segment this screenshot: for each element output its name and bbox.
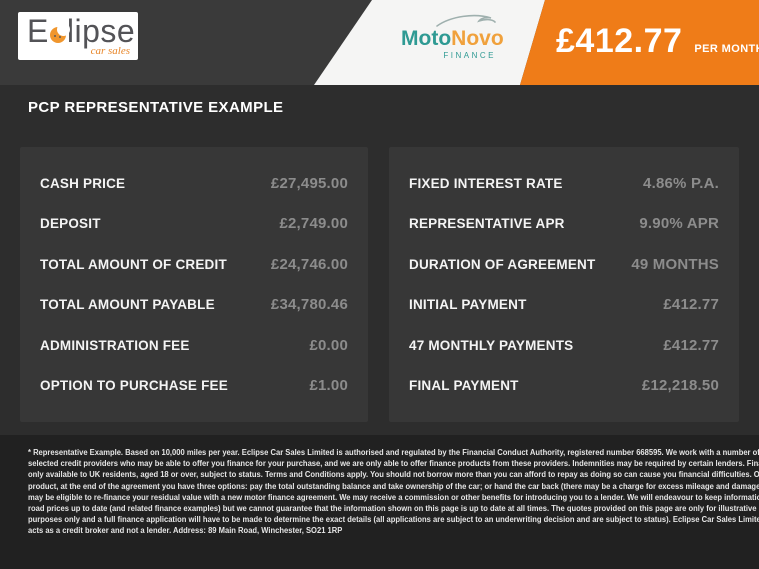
table-row: REPRESENTATIVE APR 9.90% APR xyxy=(409,215,719,232)
page-title: PCP REPRESENTATIVE EXAMPLE xyxy=(28,99,284,116)
motonovo-wordmark: MotoNovo xyxy=(401,27,504,50)
row-label: OPTION TO PURCHASE FEE xyxy=(40,378,228,394)
eclipse-tagline: car sales xyxy=(90,45,130,57)
disclaimer-line: selected credit providers who may be abl… xyxy=(28,459,759,469)
table-row: ADMINISTRATION FEE £0.00 xyxy=(40,337,348,354)
row-value: £2,749.00 xyxy=(279,215,348,233)
disclaimer-footer: * Representative Example. Based on 10,00… xyxy=(0,435,759,569)
row-label: INITIAL PAYMENT xyxy=(409,297,527,313)
row-label: ADMINISTRATION FEE xyxy=(40,337,190,353)
row-value: 49 MONTHS xyxy=(631,255,719,273)
row-label: DEPOSIT xyxy=(40,216,101,232)
disclaimer-line: may be eligible to re-finance your resid… xyxy=(28,492,759,502)
monthly-price-amount: £412.77 xyxy=(556,22,683,60)
motonovo-car-swoosh-icon xyxy=(436,14,496,27)
eclipse-moon-icon xyxy=(49,23,70,43)
motonovo-moto-text: Moto xyxy=(401,27,452,50)
table-row: 47 MONTHLY PAYMENTS £412.77 xyxy=(409,337,719,354)
table-row: TOTAL AMOUNT OF CREDIT £24,746.00 xyxy=(40,256,348,273)
eclipse-logo-suffix: lipse xyxy=(66,13,136,49)
header-banner: E lipse car sales MotoNovo FINANCE £412.… xyxy=(0,0,759,85)
table-row: DURATION OF AGREEMENT 49 MONTHS xyxy=(409,256,719,273)
row-label: TOTAL AMOUNT OF CREDIT xyxy=(40,256,227,272)
row-value: £34,780.46 xyxy=(270,296,348,314)
monthly-price-suffix: PER MONTH* xyxy=(694,43,759,55)
row-label: CASH PRICE xyxy=(40,175,126,191)
row-value: 4.86% P.A. xyxy=(643,174,719,192)
finance-table-left: CASH PRICE £27,495.00 DEPOSIT £2,749.00 … xyxy=(20,147,368,422)
eclipse-logo: E lipse car sales xyxy=(18,12,138,60)
motonovo-logo: MotoNovo FINANCE xyxy=(401,13,504,60)
disclaimer-text: * Representative Example. Based on 10,00… xyxy=(28,447,759,537)
disclaimer-line: road prices up to date (and related fina… xyxy=(28,504,757,514)
table-row: FINAL PAYMENT £12,218.50 xyxy=(409,377,719,394)
disclaimer-line: purposes only and a full finance applica… xyxy=(28,515,759,525)
row-value: £27,495.00 xyxy=(270,174,348,192)
row-label: 47 MONTHLY PAYMENTS xyxy=(409,337,574,353)
finance-table-right: FIXED INTEREST RATE 4.86% P.A. REPRESENT… xyxy=(389,147,739,422)
row-value: 9.90% APR xyxy=(639,215,719,233)
row-value: £12,218.50 xyxy=(641,377,719,395)
row-label: FINAL PAYMENT xyxy=(409,378,519,394)
disclaimer-line: acts as a credit broker and not a lender… xyxy=(28,526,343,536)
table-row: OPTION TO PURCHASE FEE £1.00 xyxy=(40,377,348,394)
row-value: £412.77 xyxy=(663,296,719,314)
motonovo-novo-text: Novo xyxy=(451,27,504,50)
row-value: £0.00 xyxy=(309,336,348,354)
row-value: £1.00 xyxy=(309,377,348,395)
row-value: £24,746.00 xyxy=(270,255,348,273)
disclaimer-line: only available to UK residents, aged 18 … xyxy=(28,470,759,480)
row-label: TOTAL AMOUNT PAYABLE xyxy=(40,297,215,313)
row-value: £412.77 xyxy=(663,336,719,354)
eclipse-logo-prefix: E xyxy=(27,13,49,49)
row-label: REPRESENTATIVE APR xyxy=(409,216,565,232)
table-row: INITIAL PAYMENT £412.77 xyxy=(409,296,719,313)
monthly-price: £412.77 PER MONTH* xyxy=(556,22,759,61)
disclaimer-line: product, at the end of the agreement you… xyxy=(28,481,759,491)
motonovo-finance-text: FINANCE xyxy=(443,51,496,60)
disclaimer-line: * Representative Example. Based on 10,00… xyxy=(28,448,759,457)
eclipse-logo-text: E lipse xyxy=(27,15,135,47)
header-orange-band xyxy=(520,0,759,85)
table-row: CASH PRICE £27,495.00 xyxy=(40,175,348,192)
table-row: FIXED INTEREST RATE 4.86% P.A. xyxy=(409,175,719,192)
table-row: DEPOSIT £2,749.00 xyxy=(40,215,348,232)
table-row: TOTAL AMOUNT PAYABLE £34,780.46 xyxy=(40,296,348,313)
row-label: FIXED INTEREST RATE xyxy=(409,175,563,191)
row-label: DURATION OF AGREEMENT xyxy=(409,256,596,272)
